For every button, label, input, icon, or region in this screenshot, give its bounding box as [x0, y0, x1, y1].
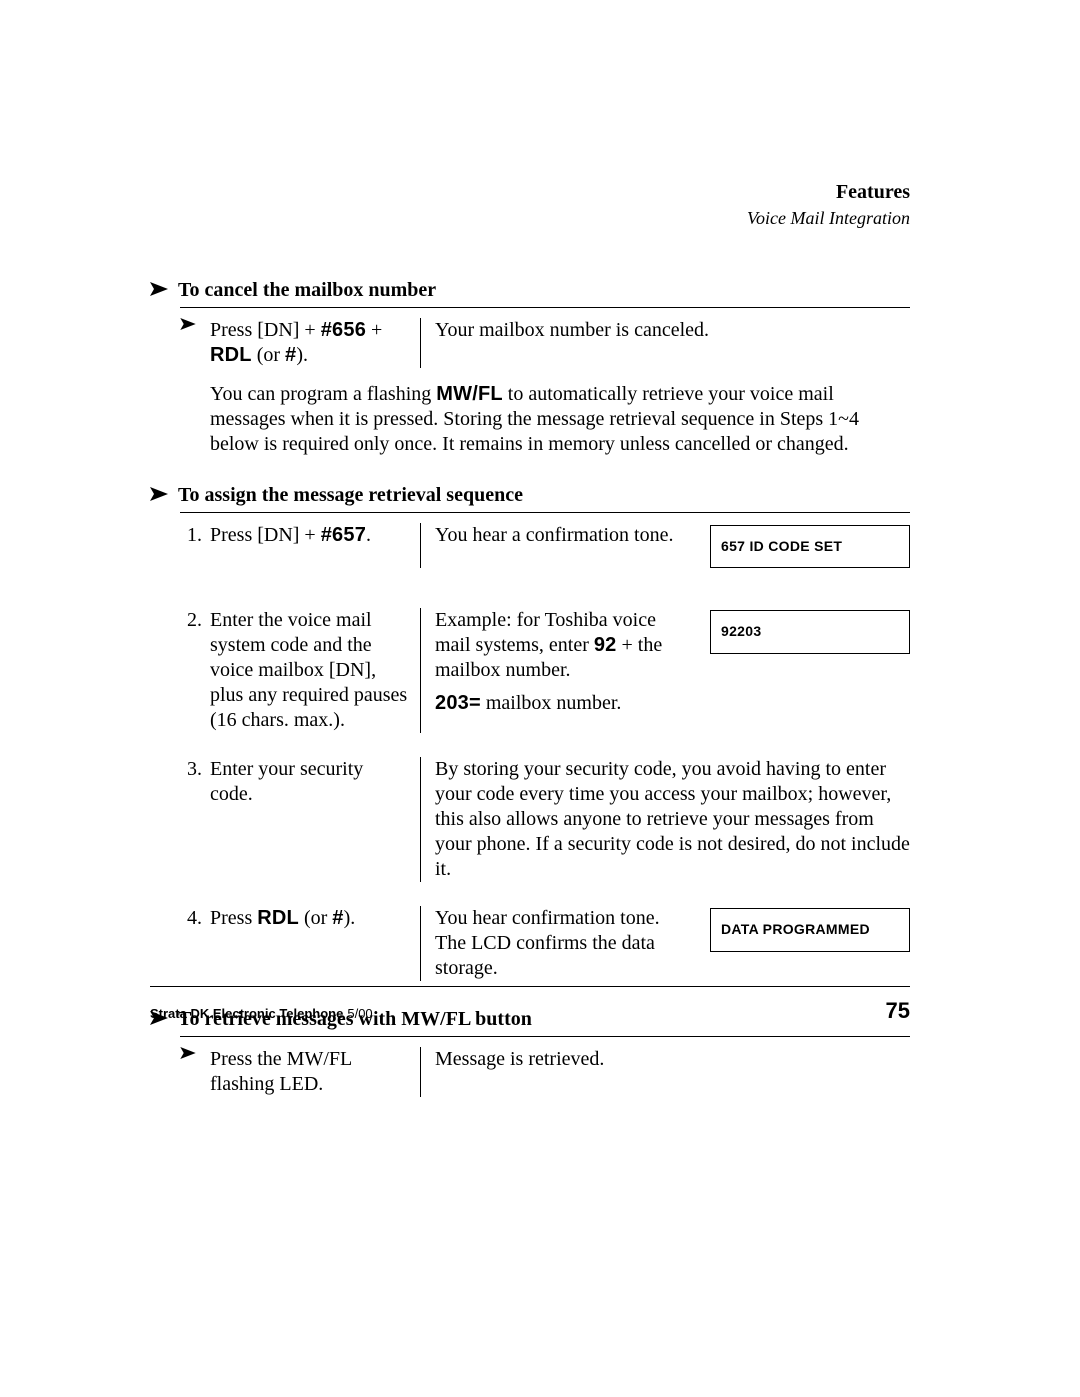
step-number: 2.	[180, 608, 210, 733]
step-instruction: Enter the voice mail system code and the…	[210, 608, 420, 733]
step-instruction: Enter your security code.	[210, 757, 420, 882]
procedure-heading-cancel: To cancel the mailbox number	[150, 278, 910, 303]
step-instruction: Press the MW/FL flashing LED.	[210, 1047, 420, 1097]
step-description: Example: for Toshiba voice mail systems,…	[435, 608, 910, 733]
page-content: Features Voice Mail Integration To cance…	[150, 180, 910, 1105]
lcd-display: 657 ID CODE SET	[710, 525, 910, 569]
step-retrieve: Press the MW/FL flashing LED. Message is…	[180, 1047, 910, 1097]
column-divider	[420, 318, 421, 368]
step-description: Your mailbox number is canceled.	[435, 318, 910, 368]
step-description: Message is retrieved.	[435, 1047, 910, 1097]
step-description: You hear confirmation tone. The LCD conf…	[435, 906, 910, 981]
footer-date: 5/00	[347, 1006, 372, 1021]
footer-title: Strata DK Electronic Telephone5/00	[150, 1006, 373, 1022]
step-cancel: Press [DN] + #656 + RDL (or #). Your mai…	[180, 318, 910, 368]
step-marker	[180, 1047, 210, 1097]
section-title: Voice Mail Integration	[150, 207, 910, 230]
table-row: 1. Press [DN] + #657. You hear a confirm…	[180, 523, 910, 569]
step-instruction: Press RDL (or #).	[210, 906, 420, 981]
table-row: 3. Enter your security code. By storing …	[180, 757, 910, 882]
arrow-icon	[150, 487, 168, 501]
column-divider	[420, 757, 421, 882]
heading-text: To cancel the mailbox number	[178, 278, 436, 303]
table-row: 2. Enter the voice mail system code and …	[180, 608, 910, 733]
column-divider	[420, 906, 421, 981]
step-number: 3.	[180, 757, 210, 882]
table-row: 4. Press RDL (or #). You hear confirmati…	[180, 906, 910, 981]
lcd-display: 92203	[710, 610, 910, 654]
step-description: By storing your security code, you avoid…	[435, 757, 910, 882]
heading-rule	[180, 1036, 910, 1037]
page-footer: Strata DK Electronic Telephone5/00 75	[150, 986, 910, 1025]
body-paragraph: You can program a flashing MW/FL to auto…	[210, 382, 910, 457]
step-instruction: Press [DN] + #656 + RDL (or #).	[210, 318, 420, 368]
step-table: 1. Press [DN] + #657. You hear a confirm…	[180, 523, 910, 982]
arrow-icon	[180, 318, 210, 330]
page-header: Features Voice Mail Integration	[150, 180, 910, 230]
step-marker	[180, 318, 210, 368]
column-divider	[420, 608, 421, 733]
step-number: 1.	[180, 523, 210, 569]
arrow-icon	[180, 1047, 210, 1059]
column-divider	[420, 1047, 421, 1097]
arrow-icon	[150, 282, 168, 296]
column-divider	[420, 523, 421, 569]
lcd-display: DATA PROGRAMMED	[710, 908, 910, 952]
chapter-title: Features	[150, 180, 910, 205]
heading-text: To assign the message retrieval sequence	[178, 483, 523, 508]
step-description: You hear a confirmation tone. 657 ID COD…	[435, 523, 910, 569]
heading-rule	[180, 307, 910, 308]
heading-rule	[180, 512, 910, 513]
step-instruction: Press [DN] + #657.	[210, 523, 420, 569]
step-number: 4.	[180, 906, 210, 981]
procedure-heading-assign: To assign the message retrieval sequence	[150, 483, 910, 508]
page-number: 75	[886, 997, 910, 1025]
footer-rule	[150, 986, 910, 987]
